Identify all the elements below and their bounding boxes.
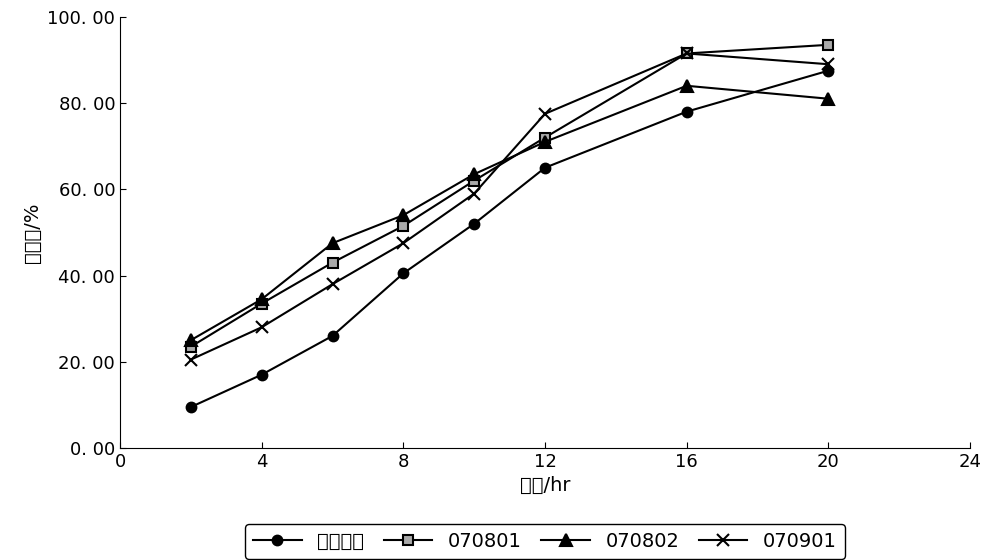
Y-axis label: 释放度/%: 释放度/%	[23, 202, 42, 263]
070901	[397, 240, 409, 246]
Line: 070802: 070802	[185, 80, 834, 346]
070901	[539, 110, 551, 117]
参比样品	[681, 108, 693, 115]
070801	[539, 134, 551, 141]
参比样品	[539, 165, 551, 171]
070801	[256, 300, 268, 307]
X-axis label: 时间/hr: 时间/hr	[520, 477, 570, 496]
070901	[326, 281, 338, 287]
参比样品	[185, 404, 197, 410]
参比样品	[397, 270, 409, 277]
070802	[681, 82, 693, 89]
070801	[185, 343, 197, 350]
Legend: 参比样品, 070801, 070802, 070901: 参比样品, 070801, 070802, 070901	[245, 525, 845, 559]
070901	[822, 61, 834, 68]
070801	[681, 50, 693, 57]
070802	[539, 138, 551, 145]
070801	[397, 222, 409, 229]
Line: 070901: 070901	[185, 47, 835, 366]
070801	[468, 178, 480, 184]
Line: 070801: 070801	[186, 40, 833, 352]
070802	[185, 337, 197, 344]
070801	[326, 259, 338, 266]
070901	[468, 190, 480, 197]
参比样品	[468, 221, 480, 227]
参比样品	[822, 67, 834, 74]
070802	[468, 171, 480, 178]
070802	[397, 212, 409, 218]
参比样品	[256, 371, 268, 378]
070901	[185, 356, 197, 363]
070802	[822, 95, 834, 102]
070801	[822, 41, 834, 48]
070901	[256, 324, 268, 330]
070802	[326, 240, 338, 246]
070901	[681, 50, 693, 57]
参比样品	[326, 333, 338, 339]
070802	[256, 296, 268, 302]
Line: 参比样品: 参比样品	[186, 66, 833, 412]
